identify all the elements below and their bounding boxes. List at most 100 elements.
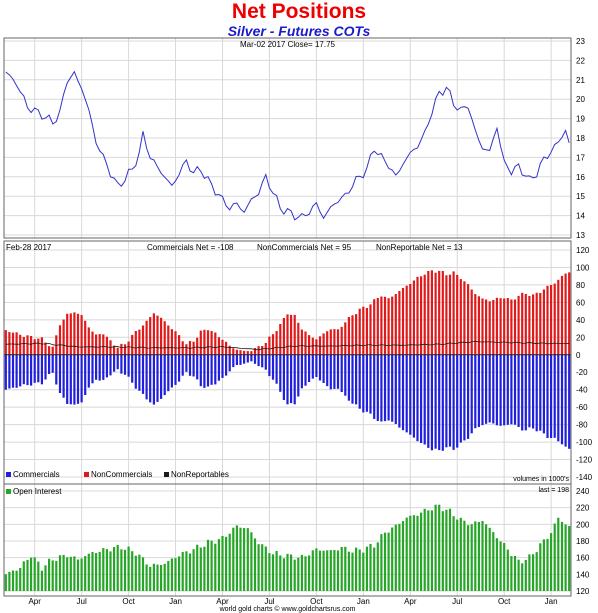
- open-interest-bar: [481, 521, 484, 591]
- open-interest-bar: [116, 544, 119, 591]
- commercials-bar: [84, 354, 87, 395]
- commercials-bar: [560, 354, 564, 445]
- price-y-tick-label: 19: [576, 115, 585, 124]
- commercials-bar: [225, 354, 228, 376]
- noncommercials-bar: [257, 346, 260, 355]
- open-interest-bar: [221, 536, 224, 591]
- noncommercials-bar: [51, 346, 54, 355]
- noncommercials-bar: [394, 294, 397, 355]
- cot-y-tick-label: -20: [576, 368, 588, 377]
- open-interest-bar: [257, 544, 260, 591]
- noncommercials-bar: [412, 280, 415, 355]
- open-interest-bar: [387, 532, 390, 591]
- noncommercials-bar: [474, 294, 477, 355]
- noncommercials-bar: [156, 315, 159, 355]
- commercials-bar: [206, 354, 210, 387]
- commercials-bar: [568, 354, 571, 449]
- noncommercials-bar: [232, 348, 235, 355]
- price-y-tick-label: 16: [576, 173, 585, 182]
- open-interest-bar: [76, 559, 80, 591]
- open-interest-bar: [550, 533, 553, 591]
- open-interest-bar: [391, 527, 394, 591]
- noncommercials-bar: [58, 325, 62, 355]
- commercials-bar: [62, 354, 65, 398]
- commercials-bar: [369, 354, 372, 414]
- commercials-bar: [138, 354, 141, 391]
- open-interest-bar: [560, 521, 564, 591]
- open-interest-bar: [123, 549, 127, 591]
- noncommercials-bar: [149, 317, 152, 355]
- open-interest-bar: [149, 566, 152, 591]
- noncommercials-bar: [420, 276, 423, 355]
- commercials-bar: [253, 354, 257, 364]
- noncommercials-bar: [37, 338, 40, 355]
- open-interest-bar: [427, 510, 430, 591]
- noncommercials-bar: [113, 345, 116, 355]
- open-interest-bar: [105, 549, 108, 591]
- noncommercials-bar: [105, 336, 108, 355]
- open-interest-bar: [15, 570, 18, 591]
- x-tick-label: Oct: [122, 597, 135, 606]
- cot-header-noncommercials: NonCommercials Net = 95: [257, 243, 352, 252]
- open-interest-bar: [167, 560, 170, 591]
- commercials-bar: [239, 354, 242, 365]
- open-interest-bar: [11, 570, 15, 591]
- open-interest-bar: [69, 556, 72, 591]
- open-interest-bar: [506, 549, 509, 591]
- commercials-bar: [477, 354, 480, 427]
- open-interest-bar: [423, 508, 426, 591]
- commercials-bar: [373, 354, 376, 419]
- noncommercials-bar: [365, 308, 368, 355]
- open-interest-bar: [542, 539, 545, 591]
- open-interest-bar: [87, 553, 90, 591]
- noncommercials-bar: [564, 273, 567, 355]
- noncommercials-bar: [344, 322, 347, 355]
- noncommercials-bar: [297, 322, 300, 355]
- open-interest-bar: [19, 568, 22, 591]
- cot-y-tick-label: 0: [576, 351, 581, 360]
- noncommercials-bar: [535, 292, 538, 355]
- commercials-bar: [203, 354, 206, 388]
- commercials-bar: [326, 354, 329, 387]
- open-interest-bar: [546, 538, 549, 591]
- noncommercials-bar: [315, 339, 318, 355]
- commercials-bar: [448, 354, 452, 447]
- commercials-bar: [365, 354, 368, 412]
- commercials-bar: [553, 354, 556, 438]
- noncommercials-bar: [214, 332, 217, 355]
- open-interest-bar: [98, 551, 101, 591]
- legend-label-commercials: Commercials: [13, 470, 60, 479]
- noncommercials-bar: [48, 346, 51, 355]
- commercials-bar: [387, 354, 390, 421]
- open-interest-bar: [73, 556, 76, 591]
- open-interest-bar: [420, 512, 423, 591]
- commercials-bar: [286, 354, 289, 405]
- noncommercials-bar: [528, 296, 531, 355]
- commercials-bar: [4, 354, 7, 390]
- x-tick-label: Apr: [28, 597, 41, 606]
- open-interest-bar: [564, 524, 567, 591]
- commercials-bar: [499, 354, 502, 426]
- open-interest-bar: [239, 527, 242, 591]
- noncommercials-bar: [383, 296, 387, 355]
- open-interest-bar: [308, 555, 311, 591]
- commercials-bar: [141, 354, 145, 394]
- price-y-tick-label: 13: [576, 231, 585, 240]
- open-interest-bar: [513, 556, 517, 591]
- open-interest-bar: [37, 561, 40, 591]
- commercials-bar: [149, 354, 152, 403]
- price-y-tick-label: 21: [576, 76, 585, 85]
- noncommercials-bar: [243, 350, 246, 355]
- commercials-bar: [22, 354, 25, 385]
- noncommercials-bar: [76, 313, 80, 355]
- open-interest-bar: [434, 504, 437, 591]
- commercials-bar: [322, 354, 325, 383]
- commercials-bar: [438, 354, 441, 451]
- commercials-bar: [311, 354, 314, 379]
- commercials-bar: [513, 354, 517, 425]
- noncommercials-bar: [225, 341, 228, 355]
- noncommercials-bar: [369, 304, 372, 355]
- noncommercials-bar: [235, 349, 238, 355]
- open-interest-bar: [214, 543, 217, 591]
- noncommercials-bar: [134, 331, 137, 355]
